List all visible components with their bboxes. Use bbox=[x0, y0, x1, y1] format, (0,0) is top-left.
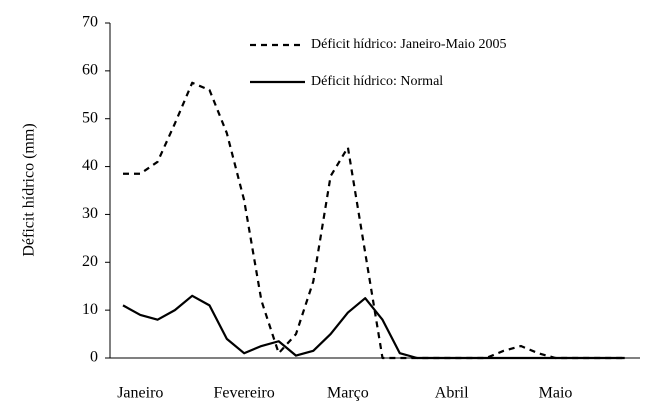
y-tick-label: 20 bbox=[82, 253, 98, 270]
y-axis-label: Déficit hídrico (mm) bbox=[21, 123, 38, 256]
y-tick-label: 40 bbox=[82, 157, 98, 174]
x-tick-label: Maio bbox=[539, 385, 573, 402]
x-tick-label: Janeiro bbox=[117, 385, 163, 402]
y-tick-label: 70 bbox=[82, 14, 98, 31]
x-tick-label: Março bbox=[327, 385, 369, 402]
series-line bbox=[123, 81, 625, 360]
series-line bbox=[122, 294, 625, 360]
y-tick-label: 60 bbox=[82, 62, 98, 79]
x-tick-label: Abril bbox=[435, 385, 469, 402]
y-tick-label: 50 bbox=[82, 109, 98, 126]
legend-label: Déficit hídrico: Normal bbox=[311, 74, 443, 89]
legend-label: Déficit hídrico: Janeiro-Maio 2005 bbox=[311, 37, 507, 52]
y-tick-label: 0 bbox=[90, 349, 98, 366]
y-tick-label: 10 bbox=[82, 301, 98, 318]
x-tick-label: Fevereiro bbox=[213, 385, 274, 402]
y-tick-label: 30 bbox=[82, 205, 98, 222]
